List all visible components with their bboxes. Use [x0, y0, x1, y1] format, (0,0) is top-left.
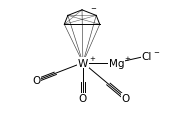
Text: Cl: Cl	[141, 52, 152, 61]
Text: −: −	[91, 6, 96, 12]
Text: −: −	[154, 50, 159, 56]
Text: +: +	[90, 55, 96, 61]
Text: O: O	[121, 93, 130, 103]
Text: Mg: Mg	[109, 58, 124, 68]
Text: +: +	[124, 55, 130, 61]
Text: W: W	[78, 58, 88, 68]
Text: O: O	[33, 76, 41, 86]
Text: O: O	[79, 93, 87, 103]
